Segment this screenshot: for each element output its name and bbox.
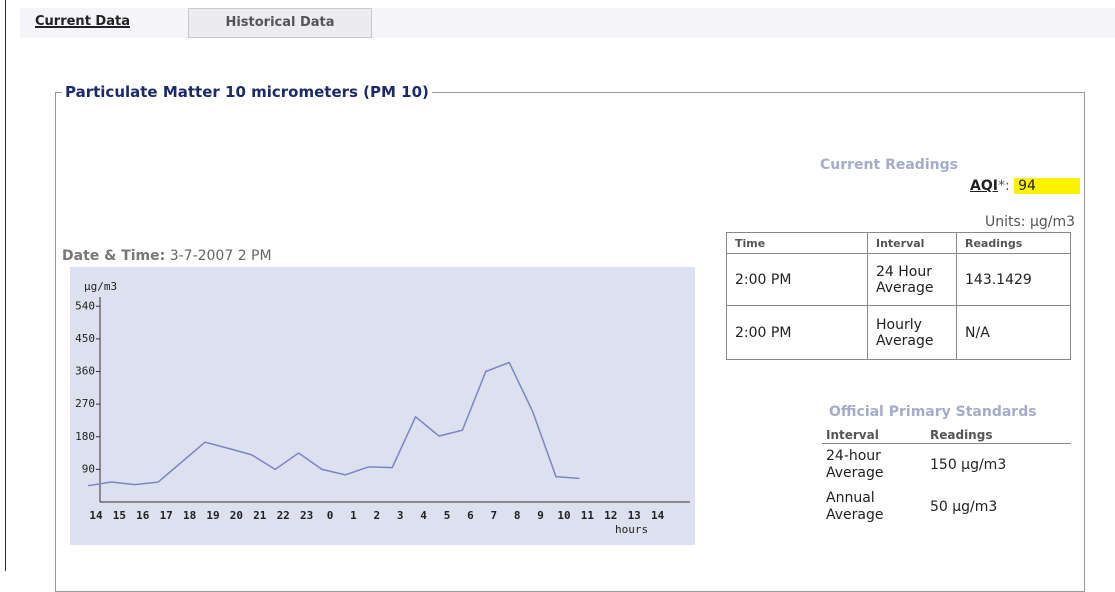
header-cell: Interval [867, 232, 957, 254]
readings-title: Current Readings [820, 157, 958, 173]
x-tick-label: 9 [537, 509, 544, 522]
chart-background [70, 267, 695, 545]
aqi-row: AQI*: 94 [970, 178, 1081, 194]
cell: 24 Hour Average [867, 253, 957, 306]
page: Current Data Historical Data Particulate… [5, 0, 1115, 592]
units: Units: µg/m3 [984, 214, 1075, 230]
y-tick-label: 180 [75, 430, 95, 443]
tab-strip [20, 8, 1115, 38]
cell: 2:00 PM [726, 253, 868, 306]
y-tick-label: 360 [75, 365, 95, 378]
row: 2:00 PM 24 Hour Average 143.1429 [726, 253, 1071, 306]
section-title: Particulate Matter 10 micrometers (PM 10… [62, 83, 432, 101]
readings-table: Time Interval Readings 2:00 PM 24 Hour A… [726, 232, 1071, 360]
aqi-link[interactable]: AQI [970, 178, 998, 194]
cell: N/A [956, 305, 1071, 360]
x-tick-label: 8 [514, 509, 521, 522]
x-tick-label: 14 [651, 509, 665, 522]
x-tick-label: 13 [628, 509, 641, 522]
date-time-value: 3-7-2007 2 PM [169, 248, 272, 264]
x-tick-label: 22 [277, 509, 290, 522]
x-tick-label: 1 [350, 509, 357, 522]
aqi-suffix: *: [997, 178, 1010, 194]
x-tick-label: 14 [89, 509, 103, 522]
cell: Hourly Average [867, 305, 957, 360]
header-row: Interval Readings [822, 427, 1071, 444]
row: 24-hour Average 150 µg/m3 [822, 444, 1071, 487]
x-tick-label: 7 [490, 509, 497, 522]
x-tick-label: 4 [420, 509, 427, 522]
data-line [87, 361, 580, 487]
standards-title: Official Primary Standards [829, 404, 1037, 420]
y-tick-label: 540 [75, 299, 95, 312]
date-time-label: Date & Time: [62, 248, 166, 264]
x-tick-label: 15 [113, 509, 126, 522]
x-tick-label: 16 [136, 509, 150, 522]
x-tick-label: 19 [206, 509, 219, 522]
y-tick-label: 270 [75, 397, 95, 410]
x-tick-label: 17 [160, 509, 173, 522]
x-tick-label: 12 [604, 509, 617, 522]
x-tick-label: 2 [373, 509, 380, 522]
header-cell: Interval [822, 427, 926, 444]
header-row: Time Interval Readings [726, 232, 1071, 254]
cell: 50 µg/m3 [930, 499, 998, 515]
aqi-value: 94 [1014, 178, 1081, 194]
x-tick-label: 3 [397, 509, 404, 522]
standards-table: Interval Readings 24-hour Average 150 µg… [822, 427, 1071, 528]
date-time: Date & Time: 3-7-2007 2 PM [62, 248, 272, 264]
x-tick-label: 23 [300, 509, 313, 522]
y-tick-label: 450 [75, 332, 95, 345]
x-axis-label: hours [615, 523, 648, 536]
x-tick-label: 5 [444, 509, 451, 522]
header-cell: Readings [926, 427, 1071, 444]
left-border [5, 0, 6, 571]
cell: Annual Average [826, 490, 884, 523]
header-cell: Readings [956, 232, 1071, 254]
row: Annual Average 50 µg/m3 [822, 486, 1071, 528]
x-tick-label: 11 [581, 509, 595, 522]
cell: 24-hour Average [826, 448, 884, 481]
x-tick-label: 21 [253, 509, 267, 522]
x-tick-label: 0 [327, 509, 334, 522]
tab-current[interactable]: Current Data [35, 14, 130, 29]
cell: 2:00 PM [726, 305, 868, 360]
header-cell: Time [726, 232, 868, 254]
y-tick-label: 90 [82, 462, 95, 475]
cell: 143.1429 [956, 253, 1071, 306]
x-tick-label: 20 [230, 509, 243, 522]
cell: 150 µg/m3 [930, 457, 1007, 473]
row: 2:00 PM Hourly Average N/A [726, 305, 1071, 360]
x-tick-label: 10 [557, 509, 570, 522]
x-tick-label: 6 [467, 509, 474, 522]
x-tick-label: 18 [183, 509, 196, 522]
tab-historical[interactable]: Historical Data [188, 8, 372, 38]
y-axis-label: µg/m3 [84, 280, 117, 293]
